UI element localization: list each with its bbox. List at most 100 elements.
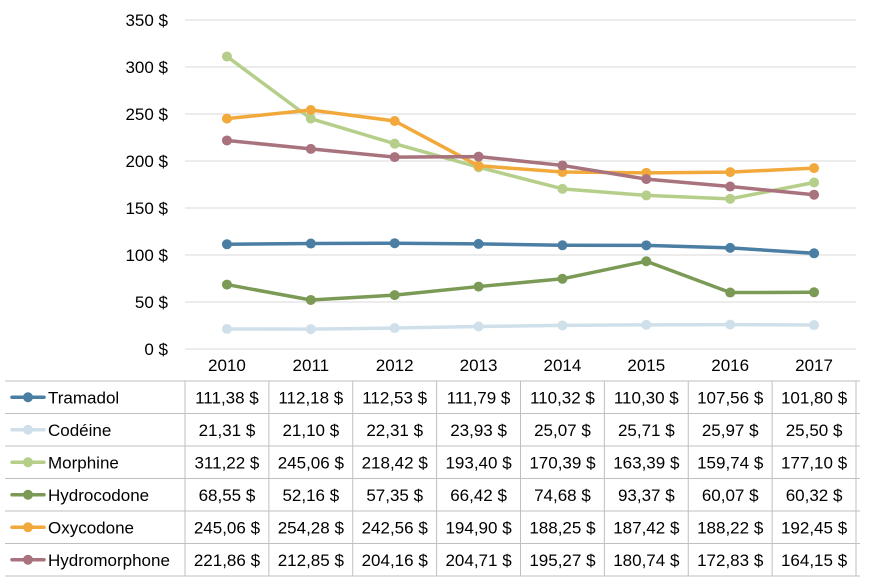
- legend-series-name: Tramadol: [48, 388, 119, 407]
- table-cell-value: 25,71 $: [618, 421, 675, 440]
- table-cell-value: 57,35 $: [366, 486, 423, 505]
- data-point: [473, 151, 484, 162]
- table-cell-value: 212,85 $: [278, 551, 345, 570]
- data-point: [473, 281, 484, 292]
- table-cell-value: 204,16 $: [362, 551, 429, 570]
- table-cell-value: 221,86 $: [194, 551, 261, 570]
- data-point: [389, 152, 400, 163]
- series-line: [225, 241, 816, 256]
- data-point: [305, 324, 316, 335]
- data-point: [809, 320, 820, 331]
- table-cell-value: 60,07 $: [702, 486, 759, 505]
- data-point: [221, 51, 232, 62]
- y-tick-label: 300 $: [125, 58, 168, 77]
- table-cell-value: 110,30 $: [614, 388, 679, 407]
- table-cell-value: 66,42 $: [450, 486, 507, 505]
- table-cell-value: 107,56 $: [697, 388, 764, 407]
- data-point: [641, 240, 652, 251]
- table-cell-value: 188,25 $: [529, 518, 596, 537]
- data-point: [725, 167, 736, 178]
- table-cell-value: 163,39 $: [613, 453, 680, 472]
- legend-key-marker: [23, 392, 33, 403]
- series-line: [225, 54, 816, 201]
- table-cell-value: 110,32 $: [530, 388, 595, 407]
- x-tick-label: 2017: [795, 356, 833, 375]
- table-cell-value: 159,74 $: [697, 453, 764, 472]
- x-axis-tick-labels: 2010 2011 2012 2013 2014 2015 2016 2017: [208, 356, 833, 375]
- y-tick-label: 200 $: [125, 152, 168, 171]
- data-point: [221, 113, 232, 124]
- data-point: [809, 287, 820, 298]
- series-lines: [221, 51, 820, 335]
- table-cell-value: 25,07 $: [534, 421, 591, 440]
- x-tick-label: 2010: [208, 356, 246, 375]
- data-point: [641, 174, 652, 185]
- x-tick-label: 2016: [711, 356, 749, 375]
- table-cell-value: 192,45 $: [781, 518, 848, 537]
- x-tick-label: 2012: [376, 356, 414, 375]
- x-tick-label: 2014: [544, 356, 582, 375]
- data-point: [809, 189, 820, 200]
- data-table: Tramadol 111,38 $ 112,18 $ 112,53 $ 111,79 $…: [5, 380, 860, 577]
- table-cell-value: 111,79 $: [447, 388, 511, 407]
- data-point: [389, 138, 400, 149]
- data-point: [725, 181, 736, 192]
- gridlines: [185, 19, 856, 350]
- y-tick-label: 0 $: [144, 340, 168, 359]
- data-point: [473, 160, 484, 171]
- data-point: [389, 323, 400, 334]
- table-cell-value: 194,90 $: [445, 518, 512, 537]
- x-tick-label: 2011: [293, 356, 330, 375]
- data-point: [389, 290, 400, 301]
- y-tick-label: 350 $: [125, 11, 168, 30]
- data-point: [809, 177, 820, 188]
- data-point: [557, 320, 568, 331]
- table-cell-value: 164,15 $: [781, 551, 848, 570]
- table-cell-value: 25,97 $: [702, 421, 759, 440]
- data-point: [473, 238, 484, 249]
- data-point: [557, 160, 568, 171]
- y-tick-label: 150 $: [125, 199, 168, 218]
- data-point: [305, 104, 316, 115]
- table-cell-value: 180,74 $: [613, 551, 680, 570]
- legend-key-marker: [23, 489, 33, 500]
- table-cell-value: 242,56 $: [362, 518, 429, 537]
- table-cell-value: 187,42 $: [613, 518, 680, 537]
- legend-key-marker: [23, 554, 33, 565]
- table-cell-value: 60,32 $: [786, 486, 843, 505]
- x-tick-label: 2015: [627, 356, 665, 375]
- legend-series-name: Codéine: [48, 421, 111, 440]
- legend-series-name: Morphine: [48, 453, 119, 472]
- legend-key-marker: [23, 457, 33, 468]
- table-cell-value: 52,16 $: [282, 486, 339, 505]
- table-cell-value: 112,18 $: [278, 388, 343, 407]
- legend-key-marker: [23, 522, 33, 533]
- table-cell-value: 195,27 $: [529, 551, 596, 570]
- series-line: [225, 138, 816, 197]
- data-point: [809, 248, 820, 259]
- data-point: [725, 242, 736, 253]
- table-cell-value: 170,39 $: [529, 453, 596, 472]
- data-point: [221, 279, 232, 290]
- series-line: [225, 322, 816, 331]
- table-cell-value: 22,31 $: [366, 421, 423, 440]
- table-cell-value: 245,06 $: [194, 518, 261, 537]
- table-cell-value: 311,22 $: [194, 453, 259, 472]
- y-axis-tick-labels: 0 $ 50 $ 100 $ 150 $ 200 $ 250 $ 300 $ 350 $: [125, 11, 168, 359]
- data-point: [305, 294, 316, 305]
- table-cell-value: 111,38 $: [195, 388, 259, 407]
- data-point: [557, 240, 568, 251]
- data-point: [221, 135, 232, 146]
- table-cell-value: 172,83 $: [697, 551, 764, 570]
- data-point: [725, 193, 736, 204]
- data-point: [725, 319, 736, 330]
- data-point: [221, 323, 232, 334]
- table-cell-value: 74,68 $: [534, 486, 591, 505]
- table-cell-value: 101,80 $: [781, 388, 848, 407]
- table-cell-value: 112,53 $: [362, 388, 427, 407]
- table-cell-value: 188,22 $: [697, 518, 764, 537]
- legend-series-name: Hydromorphone: [48, 551, 170, 570]
- data-point: [641, 256, 652, 267]
